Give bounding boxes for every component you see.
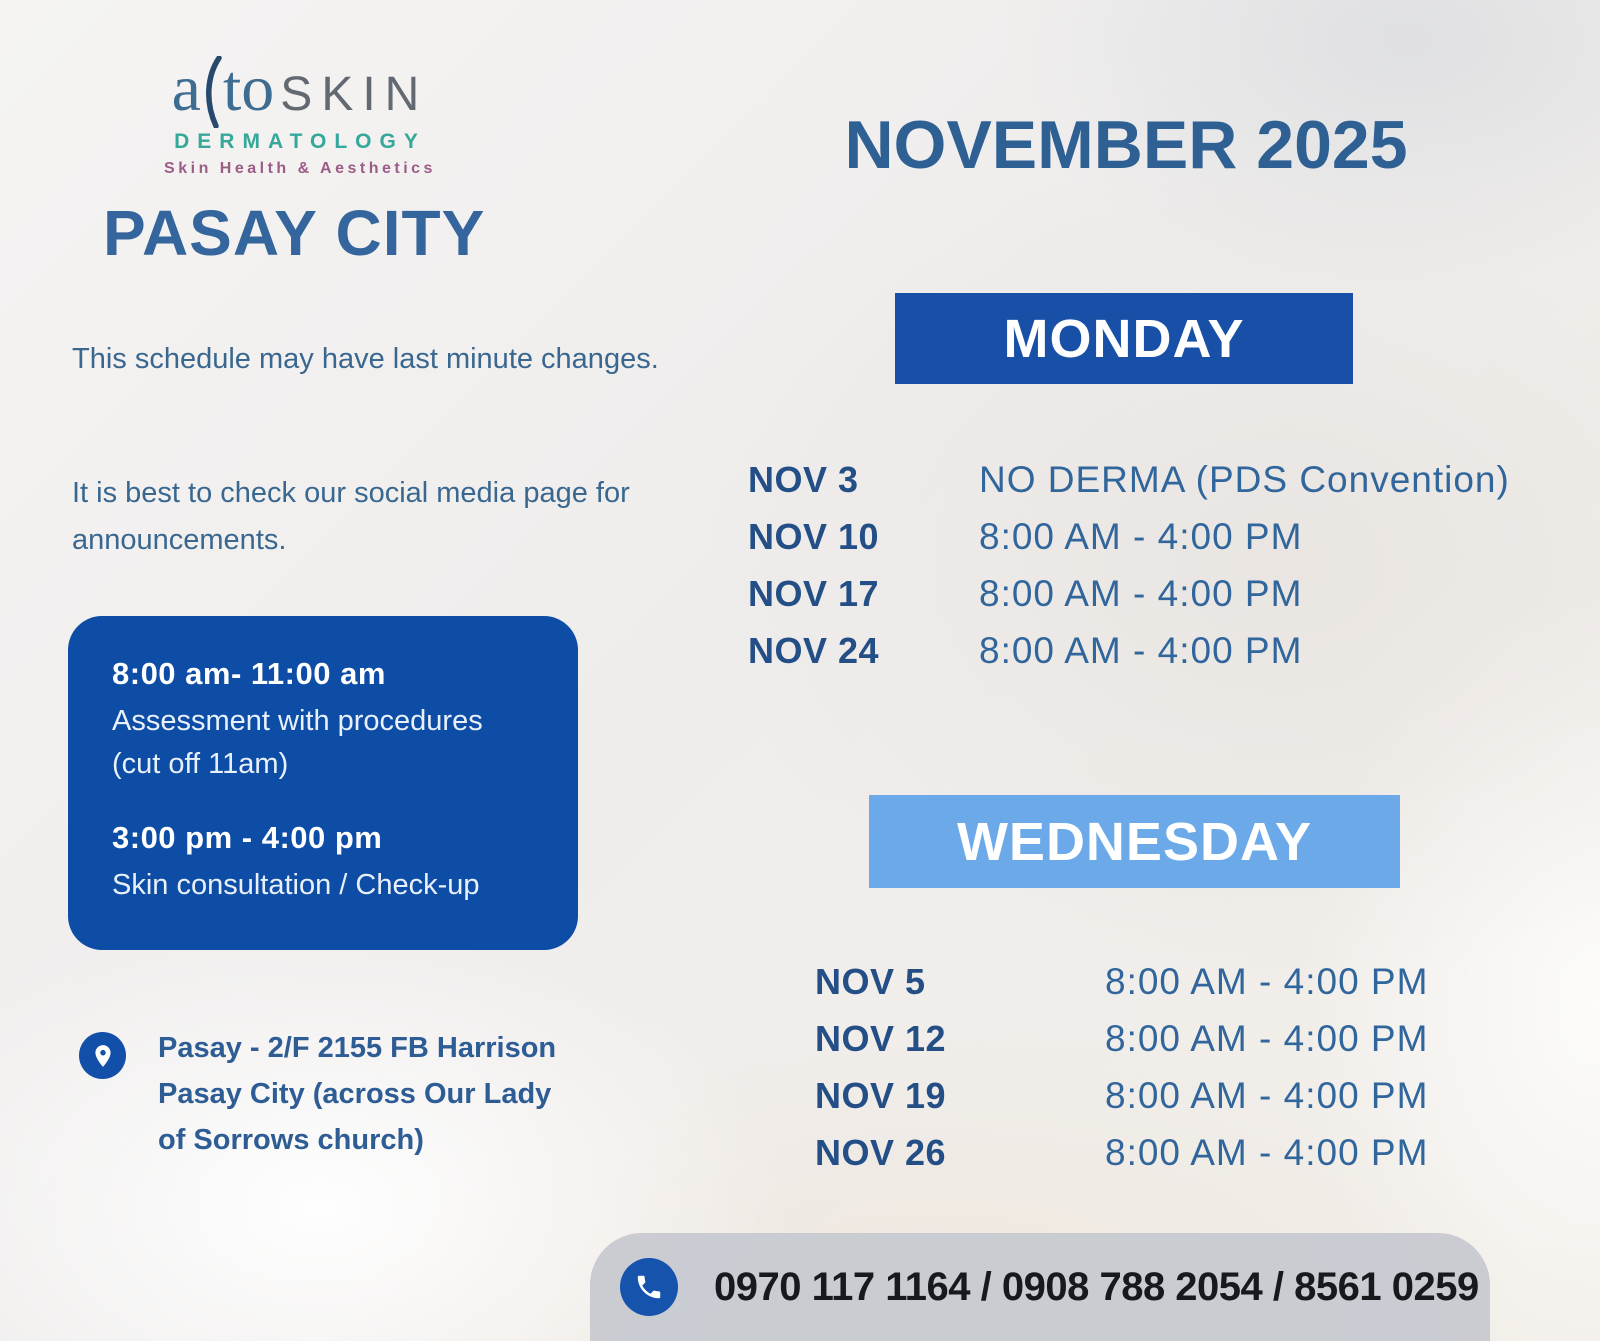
- phone-numbers: 0970 117 1164 / 0908 788 2054 / 8561 025…: [714, 1264, 1479, 1309]
- schedule-date: NOV 3: [748, 458, 859, 500]
- schedule-value: NO DERMA (PDS Convention): [979, 458, 1510, 500]
- note-last-minute-changes: This schedule may have last minute chang…: [72, 343, 659, 375]
- clinic-hours-box: 8:00 am- 11:00 am Assessment with proced…: [68, 616, 578, 950]
- location-pin-icon: [79, 1032, 126, 1079]
- afternoon-slot-description: Skin consultation / Check-up: [112, 868, 480, 901]
- logo-dermatology-label: DERMATOLOGY: [174, 130, 426, 153]
- schedule-value: 8:00 AM - 4:00 PM: [979, 572, 1303, 614]
- clinic-address: Pasay - 2/F 2155 FB Harrison Pasay City …: [158, 1026, 628, 1163]
- schedule-date: NOV 26: [815, 1131, 947, 1173]
- logo-letter-a: a: [171, 52, 201, 125]
- schedule-value: 8:00 AM - 4:00 PM: [1105, 960, 1429, 1002]
- schedule-date: NOV 24: [748, 629, 880, 671]
- monday-banner: MONDAY: [895, 293, 1353, 384]
- schedule-value: 8:00 AM - 4:00 PM: [979, 515, 1303, 557]
- schedule-row: NOV 19 8:00 AM - 4:00 PM: [815, 1067, 1428, 1124]
- address-line-3: of Sorrows church): [158, 1123, 424, 1156]
- schedule-value: 8:00 AM - 4:00 PM: [1105, 1017, 1429, 1059]
- leaf-stroke-icon: [205, 56, 222, 128]
- wednesday-schedule-list: NOV 5 8:00 AM - 4:00 PM NOV 12 8:00 AM -…: [815, 953, 1428, 1181]
- phone-icon: [620, 1258, 678, 1316]
- schedule-row: NOV 5 8:00 AM - 4:00 PM: [815, 953, 1428, 1010]
- schedule-date: NOV 12: [815, 1017, 947, 1059]
- address-line-2: Pasay City (across Our Lady: [158, 1077, 552, 1110]
- schedule-date: NOV 10: [748, 515, 880, 557]
- schedule-row: NOV 26 8:00 AM - 4:00 PM: [815, 1124, 1428, 1181]
- schedule-row: NOV 17 8:00 AM - 4:00 PM: [748, 565, 1510, 622]
- schedule-row: NOV 12 8:00 AM - 4:00 PM: [815, 1010, 1428, 1067]
- morning-slot-time: 8:00 am- 11:00 am: [112, 656, 386, 691]
- schedule-row: NOV 3 NO DERMA (PDS Convention): [748, 451, 1510, 508]
- schedule-row: NOV 10 8:00 AM - 4:00 PM: [748, 508, 1510, 565]
- logo-tagline: Skin Health & Aesthetics: [164, 160, 436, 177]
- month-title: NOVEMBER 2025: [844, 107, 1408, 183]
- schedule-value: 8:00 AM - 4:00 PM: [1105, 1074, 1429, 1116]
- logo-wordmark: a to SKIN: [150, 52, 450, 128]
- schedule-row: NOV 24 8:00 AM - 4:00 PM: [748, 622, 1510, 679]
- address-line-1: Pasay - 2/F 2155 FB Harrison: [158, 1032, 557, 1064]
- monday-schedule-list: NOV 3 NO DERMA (PDS Convention) NOV 10 8…: [748, 451, 1510, 679]
- schedule-value: 8:00 AM - 4:00 PM: [1105, 1131, 1429, 1173]
- afternoon-slot-time: 3:00 pm - 4:00 pm: [112, 819, 383, 855]
- wednesday-banner: WEDNESDAY: [869, 795, 1400, 888]
- clinic-logo: a to SKIN DERMATOLOGY Skin Health & Aest…: [150, 56, 450, 178]
- schedule-date: NOV 19: [815, 1074, 947, 1116]
- logo-word-skin: SKIN: [280, 68, 429, 121]
- schedule-date: NOV 17: [748, 572, 880, 614]
- contact-bar: 0970 117 1164 / 0908 788 2054 / 8561 025…: [590, 1233, 1490, 1341]
- city-title: PASAY CITY: [103, 197, 486, 269]
- schedule-value: 8:00 AM - 4:00 PM: [979, 629, 1303, 671]
- morning-slot-description: Assessment with procedures (cut off 11am…: [112, 705, 483, 780]
- logo-letters-to: to: [222, 52, 275, 125]
- note-social-media: It is best to check our social media pag…: [72, 477, 630, 556]
- schedule-date: NOV 5: [815, 960, 926, 1002]
- slot-divider: [112, 786, 534, 820]
- clinic-address-row: Pasay - 2/F 2155 FB Harrison Pasay City …: [79, 1026, 628, 1163]
